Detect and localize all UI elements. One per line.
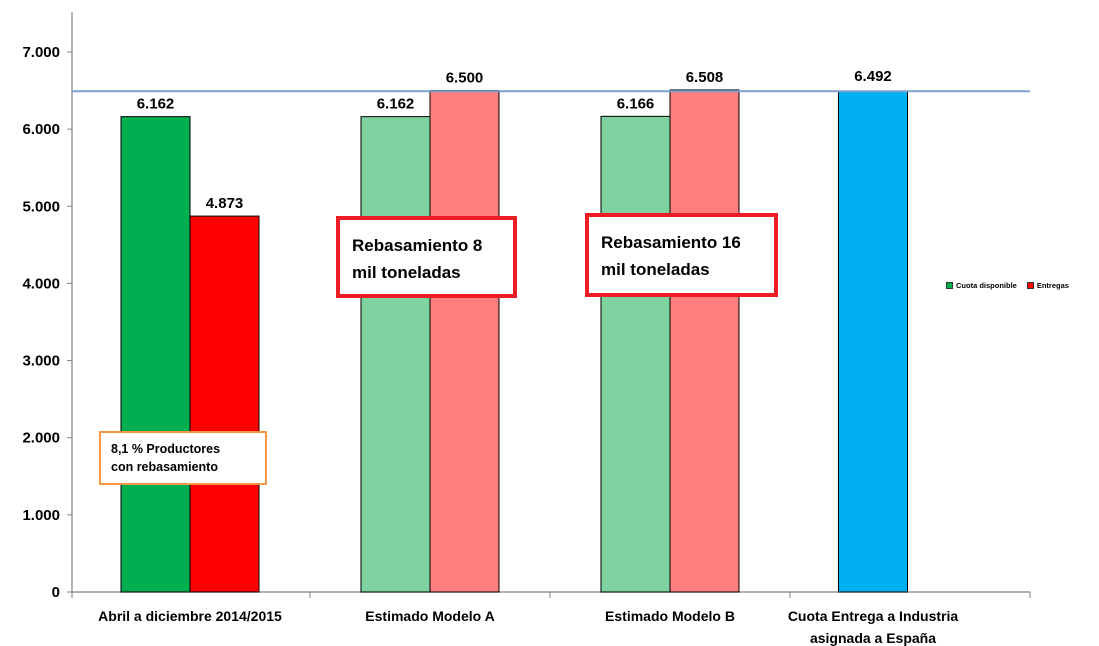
y-tick-label: 3.000 <box>22 353 60 370</box>
legend-label-entregas: Entregas <box>1036 281 1069 290</box>
legend-label-cuota: Cuota disponible <box>956 281 1017 290</box>
y-tick-label: 1.000 <box>22 507 60 524</box>
bar-entregas <box>669 89 740 593</box>
bar-cuota <box>120 116 191 593</box>
x-category-label: Abril a diciembre 2014/2015 <box>98 608 282 624</box>
y-tick-label: 4.000 <box>22 275 60 292</box>
annotation-overrun-16-line-1: Rebasamiento 16 <box>601 233 741 252</box>
chart-legend: Cuota disponible Entregas <box>946 281 1079 290</box>
data-label-entregas: 6.508 <box>686 69 724 86</box>
annotation-overrun-16-line-2: mil toneladas <box>601 260 710 279</box>
data-label-cuota-industria: 6.492 <box>854 68 892 85</box>
y-tick-label: 0 <box>52 584 60 601</box>
data-label-entregas: 4.873 <box>206 195 244 212</box>
annotation-producers-line-1: 8,1 % Productores <box>111 442 221 456</box>
x-category-label: Cuota Entrega a Industria <box>788 608 959 624</box>
annotation-overrun-8: Rebasamiento 8 mil toneladas <box>336 216 517 298</box>
y-tick-label: 5.000 <box>22 198 60 215</box>
annotation-producers-overrun: 8,1 % Productores con rebasamiento <box>99 431 267 485</box>
data-label-entregas: 6.500 <box>446 70 484 87</box>
bar-cuota-industria <box>838 90 908 593</box>
x-category-label: asignada a España <box>810 630 936 646</box>
data-label-cuota: 6.162 <box>377 96 415 113</box>
bar-cuota <box>360 116 431 593</box>
x-category-label: Estimado Modelo A <box>365 608 494 624</box>
legend-item-entregas: Entregas <box>1026 281 1069 290</box>
legend-swatch-entregas <box>1026 282 1034 289</box>
annotation-overrun-8-line-1: Rebasamiento 8 <box>352 236 483 255</box>
bar-entregas <box>429 90 500 593</box>
legend-item-cuota: Cuota disponible <box>946 281 1017 290</box>
data-label-cuota: 6.166 <box>617 95 655 112</box>
bar-cuota <box>600 115 671 593</box>
y-tick-label: 6.000 <box>22 121 60 138</box>
annotation-producers-line-2: con rebasamiento <box>111 460 218 474</box>
annotation-overrun-8-line-2: mil toneladas <box>352 263 461 282</box>
data-label-cuota: 6.162 <box>137 96 175 113</box>
legend-swatch-cuota <box>946 282 953 289</box>
y-tick-label: 2.000 <box>22 430 60 447</box>
y-tick-label: 7.000 <box>22 44 60 61</box>
bar-entregas <box>189 215 260 593</box>
x-category-label: Estimado Modelo B <box>605 608 735 624</box>
annotation-overrun-16: Rebasamiento 16 mil toneladas <box>585 213 778 297</box>
